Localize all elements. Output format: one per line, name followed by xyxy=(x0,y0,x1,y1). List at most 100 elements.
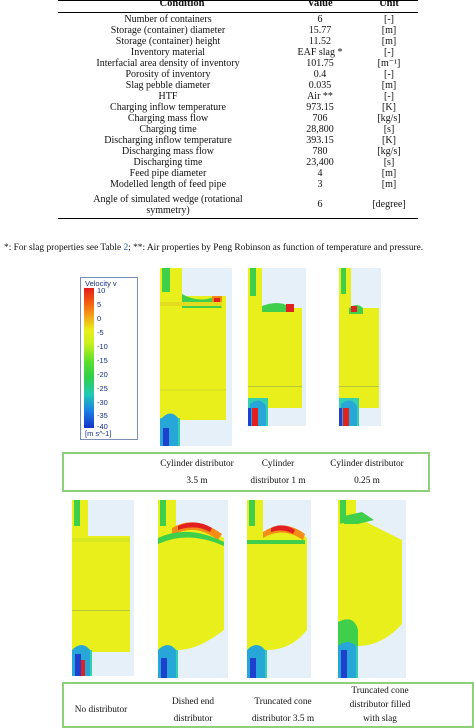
cell-unit: [s] xyxy=(383,124,395,135)
cell-condition: Modelled length of feed pipe xyxy=(109,179,227,190)
cell-value: 23,400 xyxy=(306,157,334,168)
table-top-rule xyxy=(58,0,418,1)
legend-tick: -5 xyxy=(97,328,104,337)
cell-condition-continued: symmetry) xyxy=(146,205,190,216)
cell-condition: Charging time xyxy=(139,124,197,135)
caption-line: Cylinder distributor xyxy=(160,459,234,469)
caption-line: Truncated cone xyxy=(254,697,312,707)
cell-value: 0.035 xyxy=(308,80,332,91)
legend-tick: -35 xyxy=(97,411,108,420)
cell-value: 973.15 xyxy=(306,102,334,113)
cell-condition: Inventory material xyxy=(130,47,206,58)
legend-tick: 5 xyxy=(97,300,102,309)
cell-unit: [m] xyxy=(381,179,397,190)
table-reference-link[interactable]: 2 xyxy=(123,243,129,253)
caption-line: Truncated cone xyxy=(351,686,409,696)
caption-box-bottom xyxy=(62,682,474,728)
cell-condition: Charging inflow temperature xyxy=(110,102,226,113)
cell-value: 780 xyxy=(312,146,328,157)
cell-value: 28,800 xyxy=(306,124,334,135)
caption-cylinder-distributor-1m: Cylinder distributor 1 m xyxy=(236,456,320,490)
legend-tick: -40 xyxy=(97,422,108,431)
cell-condition: Porosity of inventory xyxy=(125,69,211,80)
velocity-legend: Velocity v 10 5 0 -5 -10 -15 -20 -25 -30… xyxy=(80,277,138,440)
caption-cylinder-distributor-3-5m: Cylinder distributor 3.5 m xyxy=(142,456,252,490)
caption-line: 0.25 m xyxy=(354,476,380,486)
cell-condition: Charging mass flow xyxy=(127,113,209,124)
legend-tick: 0 xyxy=(97,314,102,323)
cell-condition: Discharging mass flow xyxy=(121,146,215,157)
cell-value: EAF slag * xyxy=(297,47,343,58)
legend-unit: [m s^-1] xyxy=(85,429,112,438)
legend-tick: -20 xyxy=(97,370,108,379)
cell-value: 0.4 xyxy=(313,69,327,80)
simulation-no-distributor xyxy=(72,500,134,676)
table-bottom-rule xyxy=(58,218,418,219)
simulation-cylinder-distributor-3-5m xyxy=(160,268,232,446)
caption-line: distributor 3.5 m xyxy=(251,714,315,724)
cell-unit: [-] xyxy=(384,91,394,102)
cell-unit: [m] xyxy=(381,80,397,91)
footnote-text: *: For slag properties see Table xyxy=(4,243,124,253)
caption-dished-end-distributor: Dished end distributor xyxy=(150,694,236,728)
cell-value: 4 xyxy=(317,168,323,179)
legend-colorbar xyxy=(84,288,94,428)
cell-unit: [s] xyxy=(383,157,395,168)
caption-line: distributor xyxy=(173,714,213,724)
header-value: Value xyxy=(307,0,333,9)
cell-condition: Slag pebble diameter xyxy=(125,80,211,91)
cell-unit: [m] xyxy=(381,168,397,179)
caption-line: Cylinder distributor xyxy=(330,459,404,469)
caption-line: 3.5 m xyxy=(186,476,208,486)
legend-tick: 10 xyxy=(97,286,106,295)
caption-truncated-cone-distributor-3-5m: Truncated cone distributor 3.5 m xyxy=(238,694,328,728)
cell-condition: Number of containers xyxy=(124,14,212,25)
simulation-cylinder-distributor-1m xyxy=(248,268,306,426)
cell-value: 101.75 xyxy=(306,58,334,69)
legend-title: Velocity v xyxy=(85,279,117,288)
cell-unit: [-] xyxy=(384,47,394,58)
simulation-dished-end-distributor xyxy=(158,500,228,678)
table-footnote: *: For slag properties see Table 2; **: … xyxy=(4,243,474,254)
caption-line: with slag xyxy=(363,714,397,724)
cell-value: Air ** xyxy=(307,91,333,102)
table-header-rule xyxy=(58,12,418,13)
caption-line: No distributor xyxy=(74,705,128,715)
simulation-truncated-cone-filled-slag xyxy=(338,500,406,678)
cell-condition: Feed pipe diameter xyxy=(129,168,207,179)
cell-value: 3 xyxy=(317,179,323,190)
caption-line: distributor 1 m xyxy=(250,476,306,486)
cell-value: 706 xyxy=(312,113,328,124)
cell-condition: Discharging time xyxy=(133,157,203,168)
footnote-text-end: ; **: Air properties by Peng Robinson as… xyxy=(128,243,424,253)
cell-unit: [K] xyxy=(382,135,396,146)
cell-unit: [kg/s] xyxy=(377,146,401,157)
cell-unit: [degree] xyxy=(372,199,406,210)
legend-tick: -10 xyxy=(97,342,108,351)
cell-unit: [-] xyxy=(384,69,394,80)
parameter-table: Number of containers 6 [-] Storage (contai… xyxy=(58,14,418,194)
caption-line: Cylinder xyxy=(261,459,295,469)
caption-box-top xyxy=(62,452,430,492)
cell-condition: Interfacial area density of inventory xyxy=(96,58,240,69)
cell-value: 11.52 xyxy=(308,36,332,47)
cell-condition: Storage (container) diameter xyxy=(110,25,226,36)
cell-unit: [m] xyxy=(381,36,397,47)
cell-condition: Storage (container) height xyxy=(115,36,221,47)
cell-value: 6 xyxy=(317,199,323,210)
legend-tick: -30 xyxy=(97,398,108,407)
simulation-cylinder-distributor-0-25m xyxy=(339,268,381,426)
simulation-truncated-cone-distributor-3-5m xyxy=(247,500,311,678)
cell-value: 15.77 xyxy=(308,25,332,36)
caption-truncated-cone-filled-slag: Truncated cone distributor filled with s… xyxy=(330,684,430,726)
caption-line: Dished end xyxy=(171,697,215,707)
header-unit: Unit xyxy=(379,0,399,9)
header-condition: Condition xyxy=(159,0,205,9)
table-last-row: Angle of simulated wedge (rotational 6 [… xyxy=(58,194,418,216)
cell-value: 6 xyxy=(317,14,323,25)
cell-condition: Angle of simulated wedge (rotational xyxy=(93,194,243,205)
cell-unit: [K] xyxy=(382,102,396,113)
cell-condition: Discharging inflow temperature xyxy=(104,135,232,146)
caption-no-distributor: No distributor xyxy=(64,702,138,719)
caption-line: distributor filled xyxy=(349,700,411,710)
